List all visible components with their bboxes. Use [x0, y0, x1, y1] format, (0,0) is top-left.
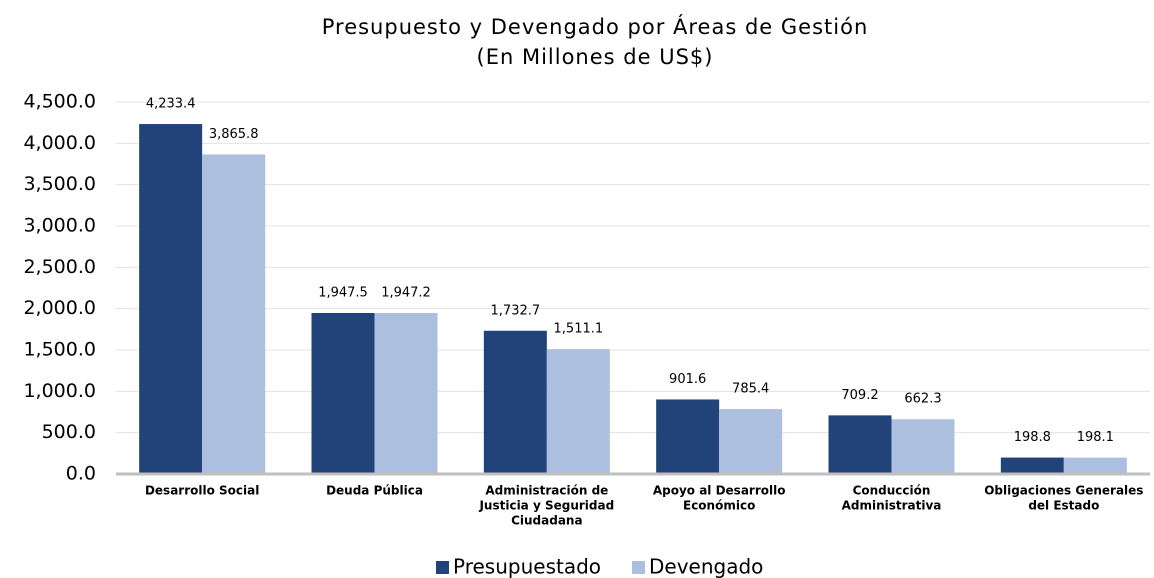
y-tick-label: 1,500.0 — [23, 339, 96, 361]
bar — [828, 415, 892, 474]
y-tick-label: 1,000.0 — [23, 380, 96, 402]
chart-title: Presupuesto y Devengado por Áreas de Ges… — [322, 14, 869, 39]
bar — [311, 313, 375, 474]
value-label: 3,865.8 — [209, 127, 259, 142]
value-label: 1,511.1 — [554, 322, 604, 337]
bar — [891, 419, 955, 474]
value-label: 662.3 — [904, 392, 941, 407]
bar — [374, 313, 438, 474]
x-tick-label: Conducción — [853, 484, 931, 498]
bar — [656, 399, 720, 474]
value-label: 1,947.5 — [318, 286, 368, 301]
x-tick-label: Obligaciones Generales — [984, 484, 1143, 498]
value-label: 198.8 — [1014, 430, 1051, 445]
x-tick-label: Desarrollo Social — [145, 484, 259, 498]
x-tick-label: Apoyo al Desarrollo — [653, 484, 786, 498]
bar — [483, 330, 547, 474]
y-tick-label: 2,000.0 — [23, 297, 96, 319]
bar — [1000, 457, 1064, 474]
x-tick-label: Ciudadana — [511, 514, 582, 528]
bar — [202, 154, 266, 475]
value-label: 4,233.4 — [146, 97, 196, 112]
value-label: 198.1 — [1077, 430, 1114, 445]
x-tick-label: Administración de — [485, 484, 608, 498]
y-tick-label: 0.0 — [66, 463, 96, 485]
x-tick-label: Administrativa — [842, 499, 942, 513]
y-tick-label: 4,000.0 — [23, 132, 96, 154]
y-tick-label: 2,500.0 — [23, 256, 96, 278]
value-label: 1,947.2 — [381, 286, 431, 301]
legend-swatch — [632, 561, 645, 574]
x-tick-label: Justicia y Seguridad — [478, 499, 614, 513]
x-tick-label: Económico — [683, 499, 755, 513]
legend-label: Presupuestado — [453, 555, 601, 578]
chart-subtitle: (En Millones de US$) — [477, 45, 714, 69]
bar — [546, 349, 610, 474]
legend-label: Devengado — [649, 555, 763, 578]
x-tick-label: del Estado — [1028, 499, 1099, 513]
x-tick-label: Deuda Pública — [326, 484, 423, 498]
value-label: 709.2 — [841, 388, 878, 403]
legend-swatch — [436, 561, 449, 574]
bar — [1063, 457, 1127, 474]
value-label: 1,732.7 — [491, 303, 541, 318]
y-tick-label: 3,500.0 — [23, 173, 96, 195]
y-tick-label: 500.0 — [42, 421, 96, 443]
y-tick-label: 4,500.0 — [23, 91, 96, 113]
bar — [719, 409, 783, 474]
bar — [139, 124, 203, 474]
value-label: 901.6 — [669, 372, 706, 387]
y-tick-label: 3,000.0 — [23, 215, 96, 237]
value-label: 785.4 — [732, 382, 769, 397]
